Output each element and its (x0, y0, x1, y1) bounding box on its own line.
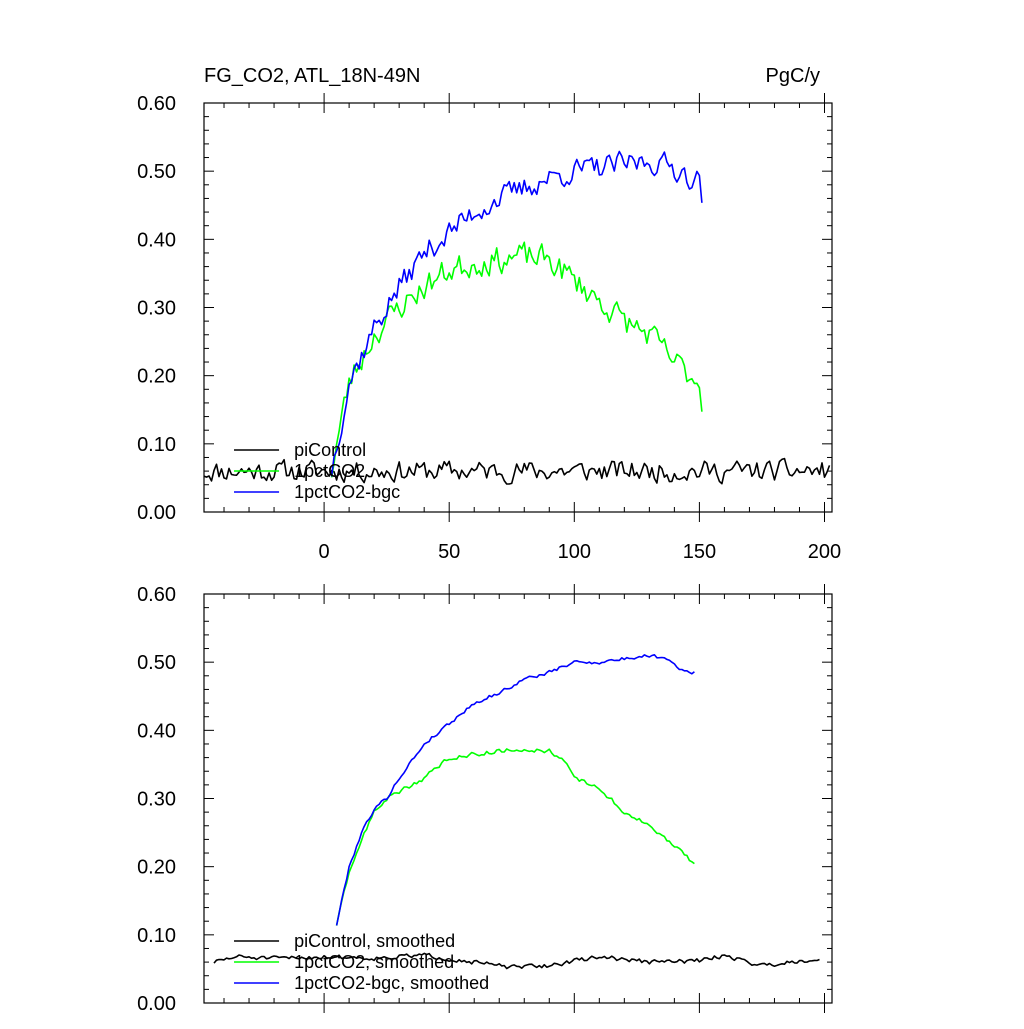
series-line-1pctco2-smoothed (335, 748, 695, 926)
legend-label: 1pctCO2-bgc (294, 482, 400, 502)
y-tick-label: 0.30 (137, 789, 176, 811)
y-tick-label: 0.40 (137, 720, 176, 742)
x-tick-label: 200 (808, 541, 841, 563)
legend-label: 1pctCO2 (294, 461, 365, 481)
legend-label: piControl (294, 440, 366, 460)
y-tick-label: 0.30 (137, 298, 176, 320)
series-line-picontrol-smoothed (213, 952, 820, 970)
legend-label: 1pctCO2-bgc, smoothed (294, 973, 489, 993)
chart-title: FG_CO2, ATL_18N-49N (204, 65, 420, 87)
y-tick-label: 0.20 (137, 857, 176, 879)
chart-panel-2: 0.00 0.10 0.20 0.30 0.40 0.50 0.60 piControl, s… (137, 584, 833, 1015)
y-tick-label: 0.00 (137, 993, 176, 1015)
y-tick-label: 0.60 (137, 93, 176, 115)
legend-label: 1pctCO2, smoothed (294, 952, 454, 972)
series-line-1pctco2 (330, 241, 703, 478)
chart-panel-1: 0.00 0.10 0.20 0.30 0.40 0.50 0.60 0 50 100 150 200… (137, 65, 841, 563)
y-tick-label: 0.00 (137, 502, 176, 524)
series-line-picontrol (203, 457, 831, 485)
y-tick-label: 0.40 (137, 229, 176, 251)
y-tick-label: 0.10 (137, 925, 176, 947)
x-tick-label: 0 (319, 541, 330, 563)
y-tick-label: 0.60 (137, 584, 176, 606)
x-tick-label: 150 (683, 541, 716, 563)
x-tick-label: 50 (438, 541, 460, 563)
x-tick-label: 100 (558, 541, 591, 563)
legend-label: piControl, smoothed (294, 931, 455, 951)
y-tick-label: 0.50 (137, 652, 176, 674)
chart-units: PgC/y (766, 65, 820, 87)
y-tick-label: 0.50 (137, 161, 176, 183)
series-line-1pctco2-bgc (330, 150, 703, 477)
y-tick-label: 0.10 (137, 434, 176, 456)
y-tick-label: 0.20 (137, 366, 176, 388)
series-line-1pctco2-bgc-smoothed (335, 653, 695, 926)
